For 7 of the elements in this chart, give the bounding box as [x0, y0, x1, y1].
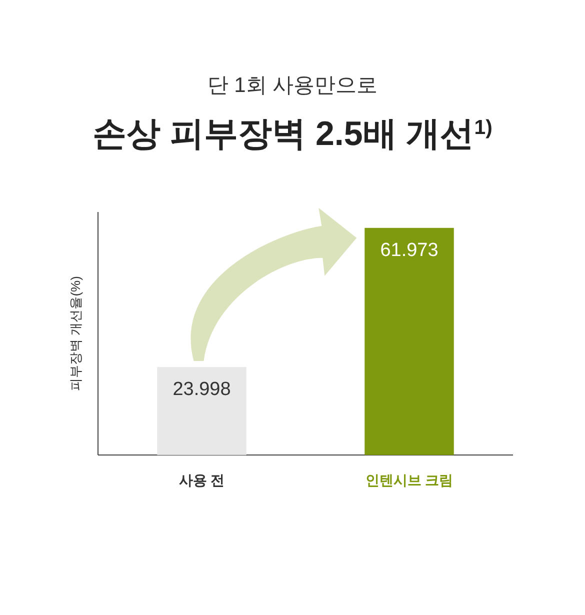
x-tick-label: 사용 전 — [178, 472, 225, 488]
data-label: 23.998 — [172, 379, 231, 400]
x-tick-label: 인텐시브 크림 — [365, 472, 454, 488]
y-axis-title: 피부장벽 개선율(%) — [68, 276, 83, 391]
data-label: 61.973 — [380, 240, 438, 261]
chart-subtitle: 단 1회 사용만으로 — [207, 74, 378, 97]
chart-title: 손상 피부장벽 2.5배 개선$^{1)}$ — [92, 115, 492, 153]
